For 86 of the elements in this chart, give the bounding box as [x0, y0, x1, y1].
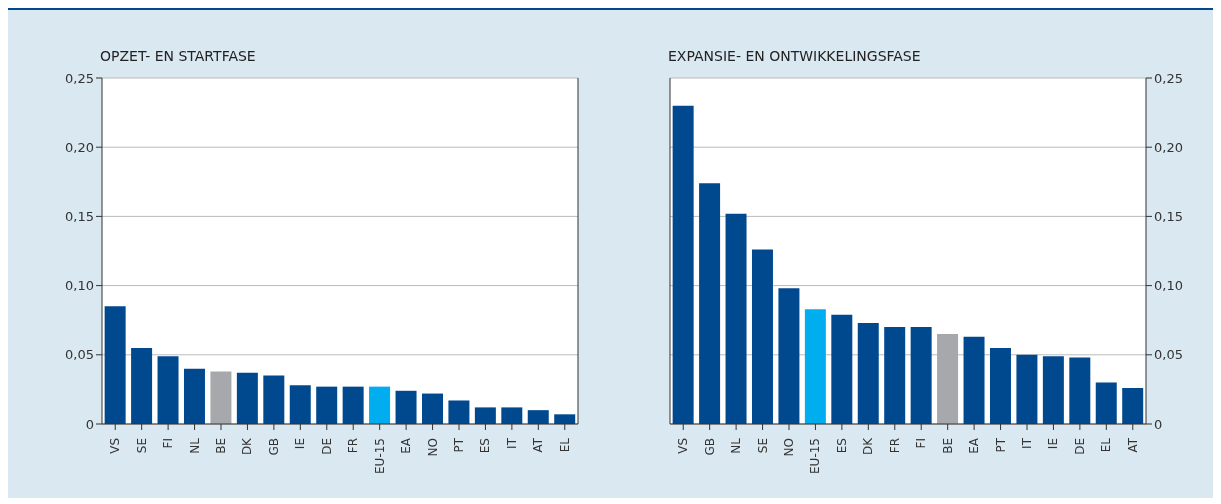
- bar: [527, 410, 549, 424]
- bar: [989, 347, 1011, 424]
- bar: [448, 400, 470, 424]
- bar: [395, 390, 417, 424]
- chart-title: EXPANSIE- EN ONTWIKKELINGSFASE: [668, 48, 922, 66]
- bar: [342, 386, 364, 424]
- bar: [316, 386, 338, 424]
- bar: [804, 309, 826, 424]
- y-tick-label: 0,25: [65, 70, 94, 86]
- x-tick-label: AT: [531, 437, 546, 453]
- x-tick-label: FI: [914, 438, 929, 449]
- x-tick-label: IE: [293, 438, 308, 450]
- x-tick-label: EL: [557, 437, 572, 453]
- x-tick-label: VS: [108, 438, 123, 454]
- bar: [963, 336, 985, 424]
- x-tick-label: EA: [399, 437, 414, 454]
- bar: [831, 314, 853, 424]
- y-tick-label: 0,10: [65, 278, 94, 294]
- bar: [1069, 357, 1091, 424]
- bar: [421, 393, 443, 424]
- x-tick-label: ES: [478, 438, 493, 454]
- bar: [910, 327, 932, 424]
- x-tick-label: PT: [993, 437, 1008, 453]
- bar: [501, 407, 523, 424]
- x-tick-label: NL: [187, 437, 202, 454]
- x-tick-label: VS: [676, 438, 691, 454]
- x-tick-label: FR: [346, 438, 361, 454]
- x-tick-label: FI: [161, 438, 176, 449]
- y-tick-label: 0,05: [65, 347, 94, 363]
- x-tick-label: SE: [755, 438, 770, 454]
- x-tick-label: DK: [861, 436, 876, 456]
- x-tick-label: ES: [834, 438, 849, 454]
- y2-tick-label: 0,20: [1154, 139, 1183, 155]
- x-tick-label: BE: [214, 438, 228, 454]
- bar: [672, 105, 694, 424]
- bar: [236, 372, 258, 424]
- bar: [1122, 388, 1144, 424]
- x-tick-label: EU-15: [808, 438, 823, 474]
- y2-tick-label: 0,15: [1154, 209, 1183, 225]
- chart-title: OPZET- EN STARTFASE: [100, 48, 257, 66]
- x-tick-label: DK: [240, 436, 255, 456]
- bar: [699, 183, 721, 424]
- bar: [104, 306, 126, 424]
- bar: [183, 368, 205, 424]
- x-tick-label: GB: [266, 438, 281, 456]
- x-tick-label: PT: [452, 437, 466, 453]
- bar: [369, 386, 391, 424]
- y2-tick-label: 0: [1154, 416, 1163, 432]
- bar: [263, 375, 285, 424]
- x-tick-label: SE: [134, 438, 149, 454]
- bar: [778, 288, 800, 424]
- bar: [554, 414, 576, 424]
- x-tick-label: DE: [319, 438, 334, 455]
- x-tick-label: GB: [702, 438, 717, 456]
- x-tick-label: EA: [967, 437, 982, 454]
- y-tick-label: 0: [85, 416, 94, 432]
- y2-tick-label: 0,10: [1154, 278, 1183, 294]
- x-tick-label: NO: [782, 438, 796, 457]
- x-tick-label: IT: [504, 437, 519, 449]
- x-tick-label: EU-15: [372, 438, 387, 474]
- bar: [210, 371, 232, 424]
- bar: [131, 347, 153, 424]
- x-tick-label: DE: [1072, 438, 1087, 455]
- x-tick-label: NL: [729, 437, 744, 454]
- bar: [857, 322, 879, 424]
- x-tick-label: EL: [1099, 437, 1114, 453]
- bar: [1095, 382, 1117, 424]
- x-tick-label: NO: [425, 438, 440, 457]
- y2-tick-label: 0,25: [1154, 70, 1183, 86]
- bar: [751, 249, 773, 424]
- bar: [474, 407, 496, 424]
- bar: [289, 385, 311, 424]
- bar: [157, 356, 179, 424]
- bar: [884, 327, 906, 424]
- y2-tick-label: 0,05: [1154, 347, 1183, 363]
- x-tick-label: IE: [1046, 438, 1061, 450]
- bar: [725, 213, 747, 424]
- x-tick-label: IT: [1020, 437, 1034, 449]
- y-tick-label: 0,20: [65, 139, 94, 155]
- bar: [937, 334, 959, 424]
- x-tick-label: BE: [940, 438, 955, 454]
- y-tick-label: 0,15: [65, 209, 94, 225]
- bar: [1042, 356, 1064, 424]
- bar: [1016, 354, 1038, 424]
- x-tick-label: FR: [887, 438, 902, 454]
- x-tick-label: AT: [1125, 437, 1140, 453]
